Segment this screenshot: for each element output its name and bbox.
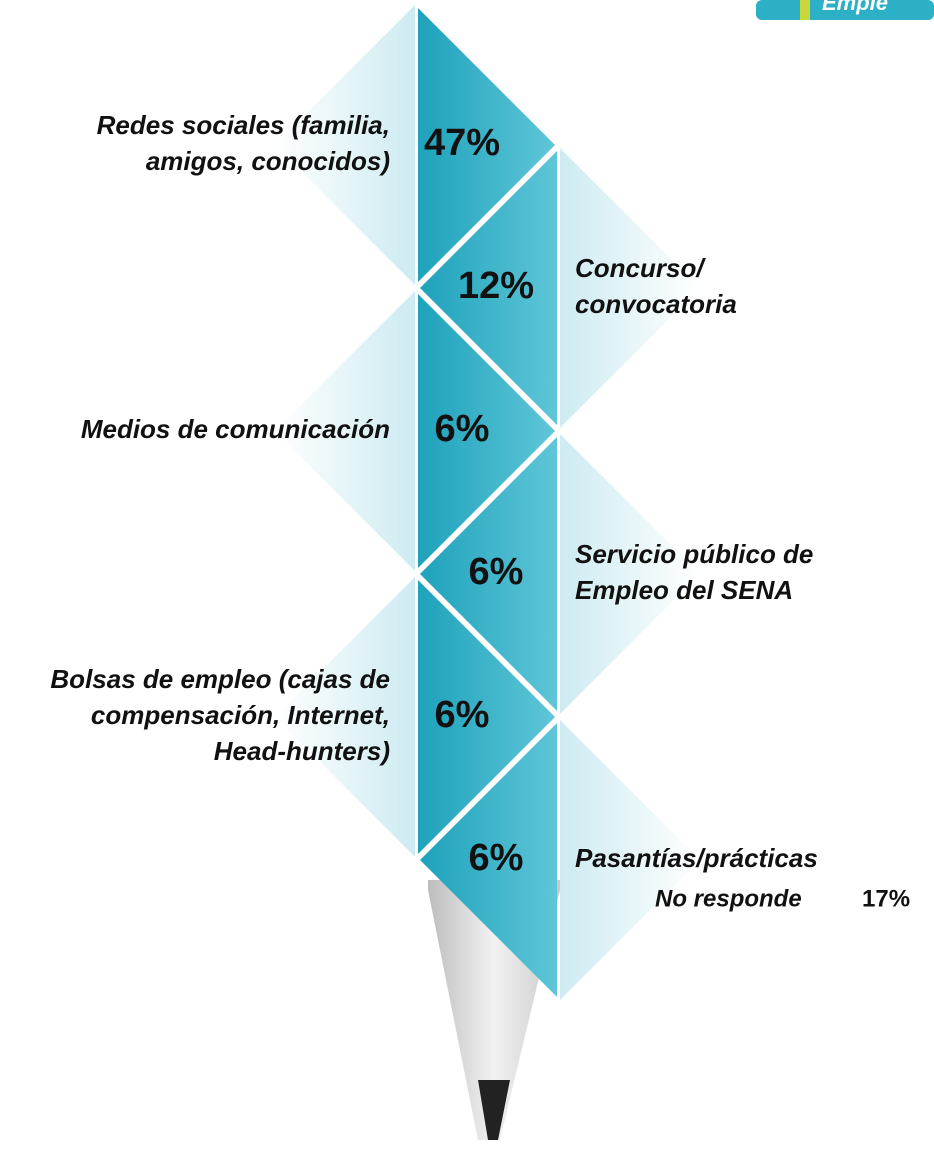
pencil-lead (478, 1080, 510, 1140)
diamond-teal (420, 151, 557, 425)
item-value: 6% (469, 551, 524, 593)
item-label: Servicio público de (575, 539, 813, 569)
item-label: Head-hunters) (214, 736, 390, 766)
footer-label: No responde (655, 885, 802, 912)
item-value: 6% (435, 694, 490, 736)
item-value: 12% (458, 265, 534, 307)
diamond-teal (418, 580, 555, 854)
item-label: Empleo del SENA (575, 575, 793, 605)
item-label: Medios de comunicación (81, 414, 390, 444)
diamond-teal (420, 437, 557, 711)
item-label: convocatoria (575, 289, 737, 319)
diamond-teal (418, 294, 555, 568)
item-label: Pasantías/prácticas (575, 843, 818, 873)
diamond-light (275, 5, 415, 285)
diamond-teal (418, 8, 555, 282)
diamond-light (560, 720, 700, 1000)
diamond-teal (420, 723, 557, 997)
item-value: 6% (435, 408, 490, 450)
item-label: amigos, conocidos) (146, 146, 390, 176)
item-value: 47% (424, 122, 500, 164)
header-title: Emple (822, 0, 888, 15)
item-label: Bolsas de empleo (cajas de (50, 664, 390, 694)
diamond-light (560, 434, 700, 714)
diamond-light (275, 577, 415, 857)
diamond-light (275, 291, 415, 571)
header-accent (800, 0, 810, 20)
item-label: Redes sociales (familia, (97, 110, 390, 140)
item-label: compensación, Internet, (91, 700, 390, 730)
footer-value: 17% (862, 885, 910, 912)
diamond-light (560, 148, 700, 428)
item-label: Concurso/ (575, 253, 706, 283)
item-value: 6% (469, 837, 524, 879)
